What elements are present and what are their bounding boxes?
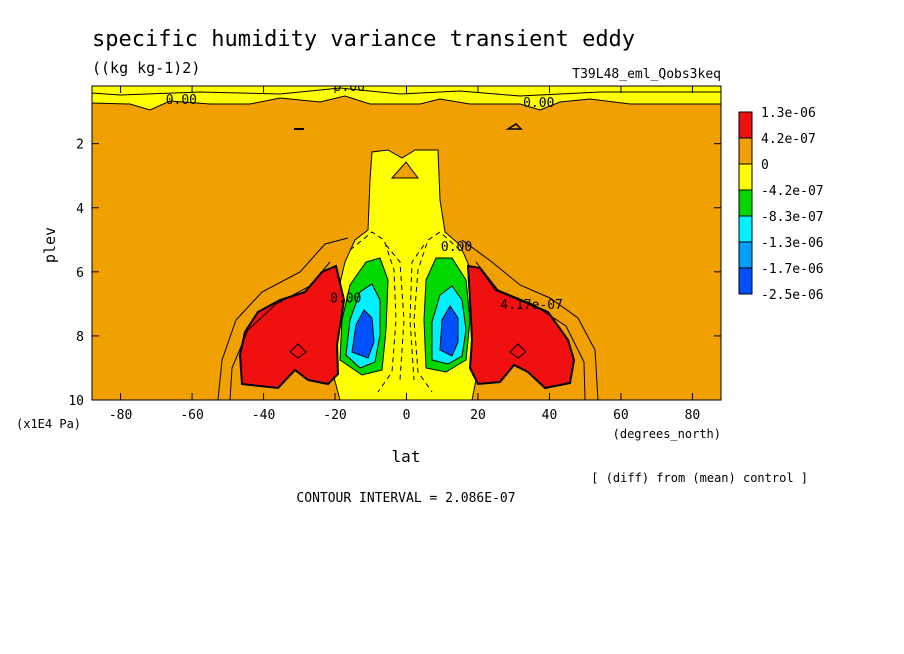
- legend-swatch: [738, 215, 753, 243]
- x-tick-label: -20: [323, 408, 346, 423]
- y-axis-units: (x1E4 Pa): [16, 417, 81, 431]
- x-tick-label: 20: [470, 408, 486, 423]
- x-tick-label: -60: [180, 408, 203, 423]
- thin-contour-south: [217, 237, 349, 400]
- x-tick-label: 80: [685, 408, 701, 423]
- blue-core-north: [439, 305, 459, 357]
- y-tick-label: 8: [76, 330, 84, 345]
- dashed-contour-4: [409, 244, 425, 381]
- red-region-south: [238, 264, 346, 390]
- top-band-yellow: [92, 86, 721, 111]
- run-label: T39L48_eml_Qobs3keq: [572, 67, 721, 82]
- legend-swatch: [738, 163, 753, 191]
- legend-label: -1.7e-06: [761, 262, 824, 277]
- contour-label: 0.00: [334, 80, 365, 95]
- contour-label: 0.00: [166, 93, 197, 108]
- contour-label: 0.00: [441, 240, 472, 255]
- contour-plot-area: 0.00 0.00 0.00 0.00 0.00 4.17e-07: [92, 80, 721, 400]
- x-tick-label: 0: [403, 408, 411, 423]
- small-loop-north: [509, 343, 527, 359]
- x-tick-label: -40: [252, 408, 275, 423]
- y-tick-label: 10: [68, 394, 84, 409]
- legend-label: -1.3e-06: [761, 236, 824, 251]
- thin-contour-south-2: [229, 261, 331, 400]
- x-axis-label: lat: [392, 447, 421, 466]
- legend-swatch: [738, 137, 753, 165]
- legend-label: 4.2e-07: [761, 132, 816, 147]
- legend-label: -8.3e-07: [761, 210, 824, 225]
- thin-contour-north-2: [475, 261, 586, 400]
- y-tick-label: 2: [76, 138, 84, 153]
- y-tick-label: 6: [76, 266, 84, 281]
- legend-swatch: [738, 189, 753, 217]
- legend-label: -2.5e-06: [761, 288, 824, 303]
- dashed-contour-3: [385, 244, 405, 381]
- contour-label: 0.00: [330, 291, 361, 306]
- tongue-notch: [390, 161, 419, 179]
- contour-interval-note: CONTOUR INTERVAL = 2.086E-07: [296, 491, 515, 506]
- small-loop-south: [289, 343, 307, 359]
- contour-label: 4.17e-07: [500, 298, 563, 313]
- y-axis-label: plev: [41, 227, 59, 263]
- legend-swatch: [738, 111, 753, 139]
- x-tick-label: 60: [613, 408, 629, 423]
- dashed-contour-2: [413, 231, 461, 393]
- chart-title: specific humidity variance transient edd…: [92, 27, 635, 52]
- diff-note: [ (diff) from (mean) control ]: [591, 471, 808, 485]
- x-tick-label: 40: [542, 408, 558, 423]
- blue-core-south: [351, 309, 375, 359]
- x-axis-units: (degrees_north): [613, 427, 721, 441]
- x-tick-label: -80: [109, 408, 132, 423]
- colorbar-legend: 1.3e-06 4.2e-07 0 -4.2e-07 -8.3e-07 -1.3e-06 -…: [738, 106, 824, 303]
- legend-label: -4.2e-07: [761, 184, 824, 199]
- legend-swatch: [738, 241, 753, 269]
- axes: -80 -60 -40 -20 0 20 40 60 80 2 4 6 8 10: [68, 86, 721, 423]
- legend-swatch-last: [738, 267, 753, 295]
- legend-label: 0: [761, 158, 769, 173]
- contour-labels: 0.00 0.00 0.00 0.00 0.00 4.17e-07: [166, 80, 563, 313]
- legend-label: 1.3e-06: [761, 106, 816, 121]
- contour-label: 0.00: [523, 96, 554, 111]
- y-tick-label: 4: [76, 202, 84, 217]
- chart-units: ((kg kg-1)2): [92, 59, 200, 77]
- red-region-north: [466, 264, 576, 390]
- small-contour-b: [505, 123, 523, 130]
- thin-contour-north: [461, 239, 599, 400]
- dashed-contour-1: [349, 231, 397, 393]
- top-band-yellow-2: [92, 86, 721, 97]
